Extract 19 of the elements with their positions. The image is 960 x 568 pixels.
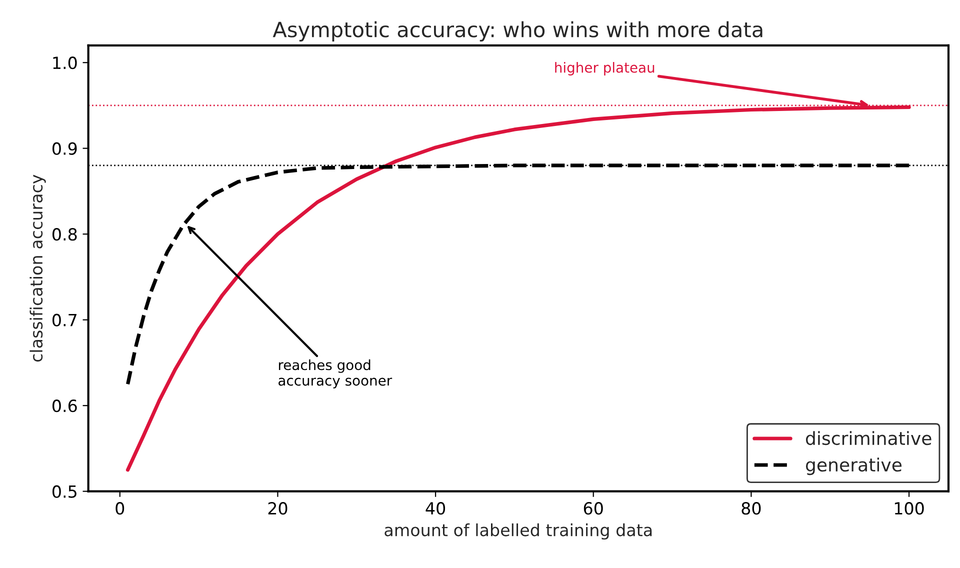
legend-label: discriminative — [806, 431, 932, 446]
x-tick-label: 60 — [584, 502, 603, 515]
y-tick-label: 0.7 — [52, 314, 76, 326]
y-tick-label: 0.5 — [52, 485, 76, 498]
x-axis-title: amount of labelled training data — [384, 523, 652, 540]
x-tick-label: 80 — [742, 502, 761, 515]
annotation: higher plateau — [555, 62, 654, 76]
chart-title: Asymptotic accuracy: who wins with more data — [272, 21, 762, 42]
x-tick-label: 0 — [116, 502, 124, 515]
y-tick-label: 0.8 — [52, 228, 77, 241]
y-tick-label: 0.9 — [52, 142, 77, 155]
y-tick-label: 0.6 — [52, 400, 77, 412]
legend-label: generative — [806, 458, 902, 476]
x-tick-label: 100 — [894, 502, 924, 515]
y-tick-label: 1.0 — [53, 56, 77, 70]
x-tick-label: 40 — [426, 502, 446, 515]
annotation: reaches good accuracy sooner — [278, 359, 392, 388]
x-tick-label: 20 — [268, 502, 288, 515]
y-axis-title: classification accuracy — [30, 174, 46, 362]
